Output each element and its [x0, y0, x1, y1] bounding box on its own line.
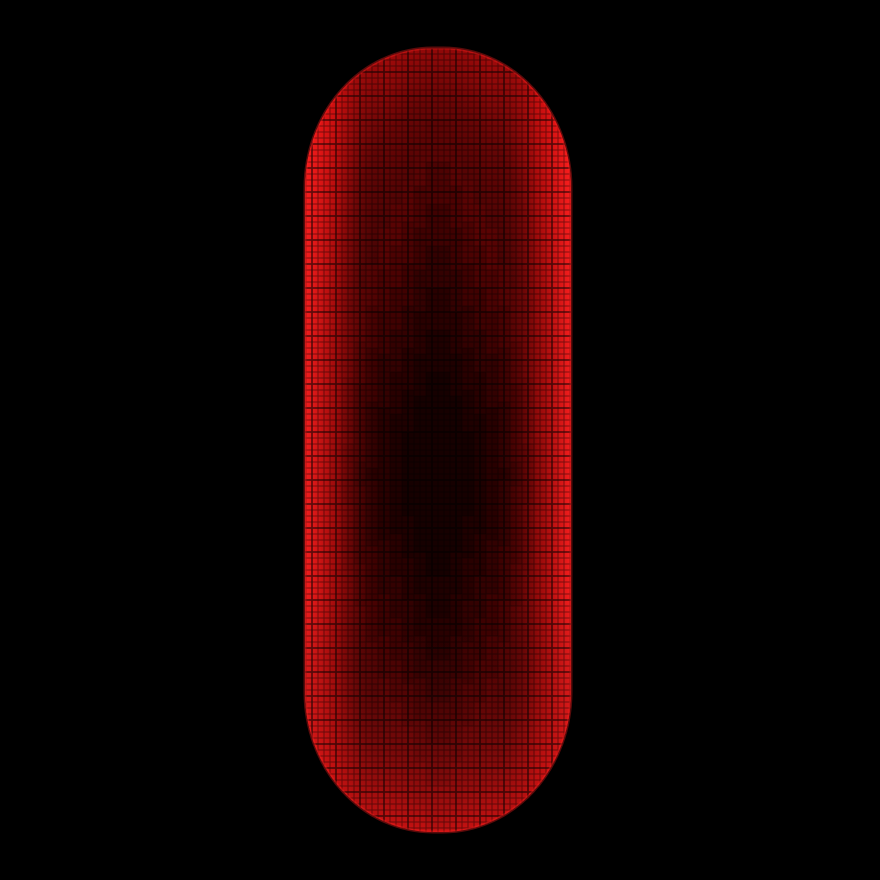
- capsule-body: [305, 48, 571, 832]
- capsule-outline: [303, 46, 573, 834]
- voxel-fine-grid: [305, 48, 571, 832]
